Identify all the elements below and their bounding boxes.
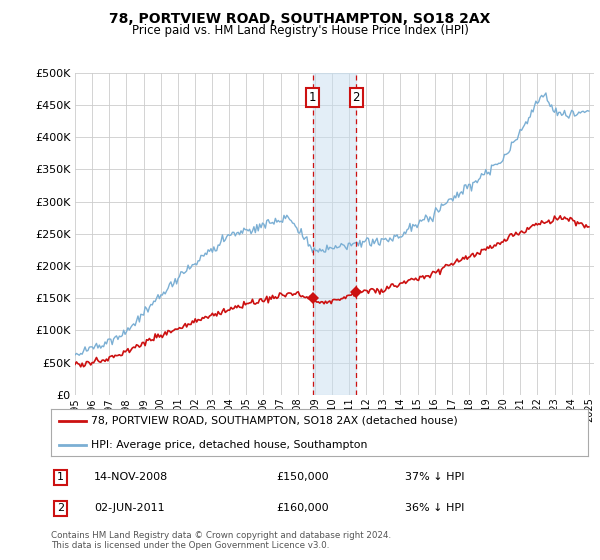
Text: 2: 2	[57, 503, 64, 514]
Text: 1: 1	[57, 473, 64, 483]
Text: 78, PORTVIEW ROAD, SOUTHAMPTON, SO18 2AX (detached house): 78, PORTVIEW ROAD, SOUTHAMPTON, SO18 2AX…	[91, 416, 458, 426]
Text: 14-NOV-2008: 14-NOV-2008	[94, 473, 168, 483]
Text: 78, PORTVIEW ROAD, SOUTHAMPTON, SO18 2AX: 78, PORTVIEW ROAD, SOUTHAMPTON, SO18 2AX	[109, 12, 491, 26]
Bar	[313, 73, 356, 395]
Text: 1: 1	[309, 91, 316, 104]
Text: £150,000: £150,000	[277, 473, 329, 483]
Text: 2: 2	[353, 91, 360, 104]
Text: Contains HM Land Registry data © Crown copyright and database right 2024.
This d: Contains HM Land Registry data © Crown c…	[51, 531, 391, 550]
Text: Price paid vs. HM Land Registry's House Price Index (HPI): Price paid vs. HM Land Registry's House …	[131, 24, 469, 36]
Text: 37% ↓ HPI: 37% ↓ HPI	[406, 473, 465, 483]
Text: 36% ↓ HPI: 36% ↓ HPI	[406, 503, 465, 514]
Text: HPI: Average price, detached house, Southampton: HPI: Average price, detached house, Sout…	[91, 440, 368, 450]
Text: 02-JUN-2011: 02-JUN-2011	[94, 503, 164, 514]
Text: £160,000: £160,000	[277, 503, 329, 514]
